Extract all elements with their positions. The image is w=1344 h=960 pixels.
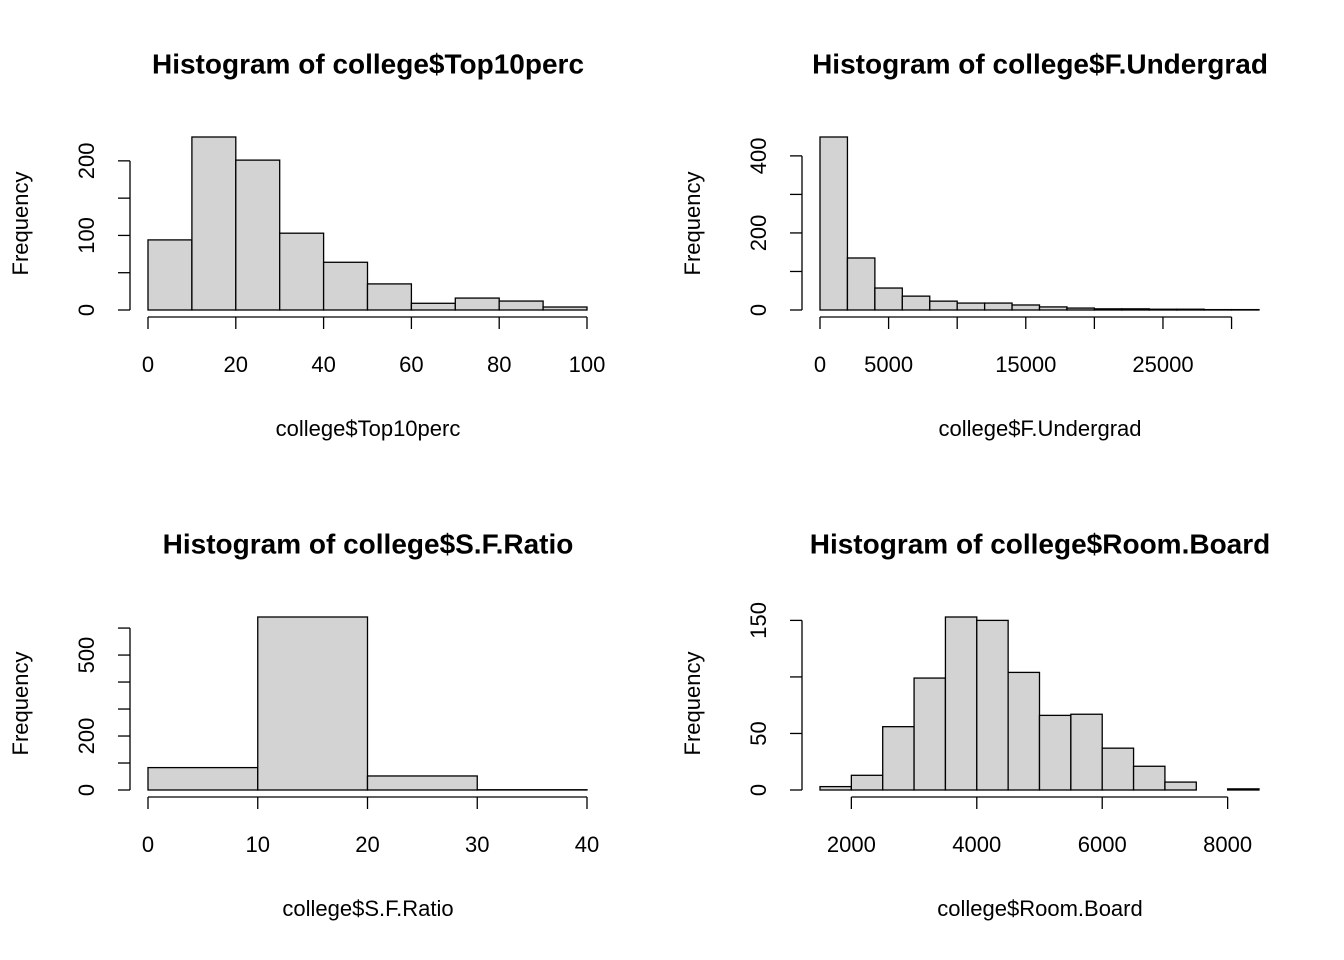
y-tick-label: 500 — [74, 637, 99, 674]
x-tick-label: 100 — [569, 352, 606, 377]
y-tick-label: 150 — [746, 602, 771, 639]
bar — [1011, 304, 1041, 311]
bar — [1164, 781, 1197, 791]
bar — [1038, 714, 1072, 791]
bar — [976, 619, 1009, 791]
bar — [257, 616, 369, 791]
bar — [147, 239, 193, 311]
x-axis-label: college$F.Undergrad — [938, 416, 1141, 441]
bar — [929, 300, 958, 311]
x-tick-label: 5000 — [864, 352, 913, 377]
bar — [410, 302, 456, 311]
bar — [279, 232, 325, 311]
x-axis-label: college$S.F.Ratio — [282, 896, 453, 921]
x-tick-label: 40 — [311, 352, 335, 377]
x-tick-label: 6000 — [1078, 832, 1127, 857]
bar — [956, 302, 986, 311]
panel: Histogram of college$Room.Board college$R… — [680, 528, 1270, 920]
bar — [1121, 308, 1150, 311]
x-tick-label: 10 — [246, 832, 270, 857]
bar — [983, 302, 1013, 311]
bar — [1066, 307, 1096, 311]
bar — [542, 306, 588, 311]
bar — [322, 261, 369, 311]
y-axis-label: Frequency — [680, 652, 705, 756]
panel: Histogram of college$S.F.Ratio college$S.… — [8, 528, 599, 920]
x-axis-label: college$Room.Board — [937, 896, 1142, 921]
x-tick-label: 0 — [142, 832, 154, 857]
bar — [1148, 308, 1178, 311]
y-tick-label: 0 — [74, 784, 99, 796]
bar — [498, 300, 544, 311]
x-tick-label: 15000 — [995, 352, 1056, 377]
y-tick-label: 0 — [746, 784, 771, 796]
y-tick-label: 200 — [74, 143, 99, 180]
panel: Histogram of college$Top10perc college$To… — [8, 48, 606, 440]
y-tick-label: 50 — [746, 721, 771, 745]
chart-title: Histogram of college$Room.Board — [810, 528, 1271, 559]
y-tick-label: 0 — [746, 304, 771, 316]
x-tick-label: 30 — [465, 832, 489, 857]
y-tick-label: 400 — [746, 138, 771, 175]
x-tick-label: 25000 — [1132, 352, 1193, 377]
y-tick-label: 100 — [74, 217, 99, 254]
bar — [191, 136, 237, 311]
y-axis-label: Frequency — [8, 652, 33, 756]
bar — [1176, 308, 1205, 311]
bar — [944, 616, 978, 791]
bar — [1101, 747, 1135, 791]
x-tick-label: 80 — [487, 352, 511, 377]
y-tick-label: 200 — [746, 215, 771, 252]
y-tick-label: 0 — [74, 304, 99, 316]
x-tick-label: 0 — [814, 352, 826, 377]
bar — [846, 257, 876, 311]
x-tick-label: 40 — [575, 832, 599, 857]
bar — [874, 287, 903, 311]
x-tick-label: 0 — [142, 352, 154, 377]
y-axis-label: Frequency — [680, 172, 705, 276]
bar — [882, 726, 915, 791]
bar — [1007, 671, 1041, 791]
bar — [850, 774, 884, 791]
bar — [366, 283, 413, 311]
bar — [366, 775, 478, 791]
bar — [147, 766, 259, 791]
y-tick-label: 200 — [74, 718, 99, 755]
y-axis-label: Frequency — [8, 172, 33, 276]
bar — [1093, 308, 1123, 311]
bar — [1070, 713, 1103, 791]
bar — [1038, 306, 1068, 311]
chart-title: Histogram of college$F.Undergrad — [812, 48, 1268, 79]
bar — [454, 297, 500, 311]
x-tick-label: 20 — [224, 352, 248, 377]
x-tick-label: 60 — [399, 352, 423, 377]
bar — [901, 295, 931, 311]
chart-title: Histogram of college$S.F.Ratio — [163, 528, 574, 559]
x-tick-label: 20 — [355, 832, 379, 857]
bar — [1132, 765, 1166, 791]
bar — [913, 677, 947, 791]
x-tick-label: 2000 — [827, 832, 876, 857]
bar — [819, 785, 853, 791]
bar — [235, 159, 281, 311]
chart-title: Histogram of college$Top10perc — [152, 48, 584, 79]
panel: Histogram of college$F.Undergrad college$… — [680, 48, 1268, 440]
x-tick-label: 4000 — [952, 832, 1001, 857]
x-axis-label: college$Top10perc — [276, 416, 461, 441]
bar — [1226, 788, 1260, 791]
x-tick-label: 8000 — [1203, 832, 1252, 857]
bar — [819, 136, 849, 311]
